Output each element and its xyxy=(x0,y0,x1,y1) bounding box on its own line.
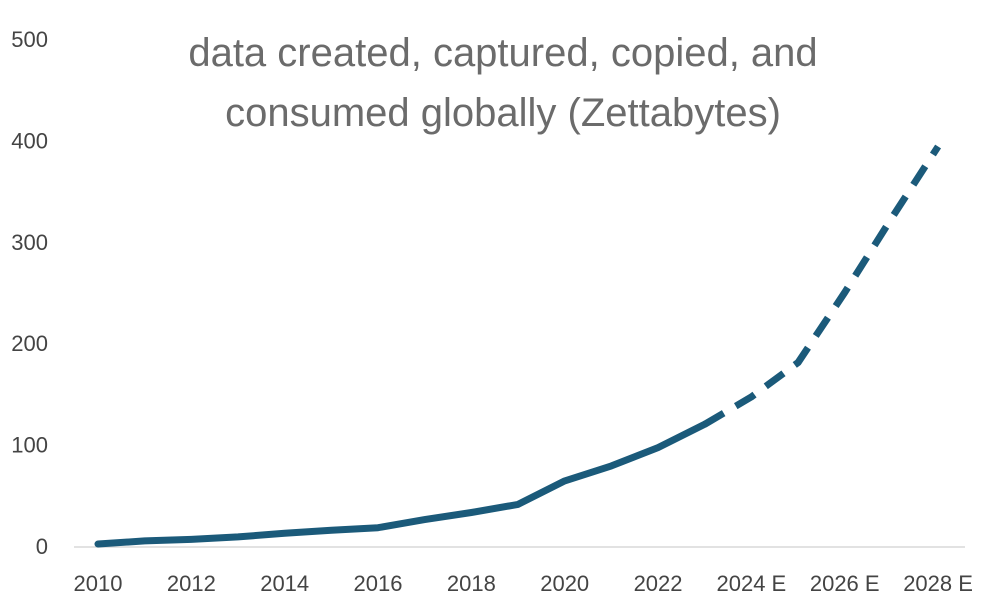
x-tick-label: 2024 E xyxy=(717,571,787,596)
data-point xyxy=(282,530,288,536)
chart-title-line-2: consumed globally (Zettabytes) xyxy=(225,91,781,135)
x-tick-label: 2010 xyxy=(74,571,123,596)
x-tick-label: 2022 xyxy=(634,571,683,596)
chart-title-line-1: data created, captured, copied, and xyxy=(188,31,817,75)
x-tick-label: 2028 E xyxy=(903,571,973,596)
data-point xyxy=(608,463,614,469)
y-tick-label: 300 xyxy=(11,230,48,255)
y-axis-tick-labels: 0 100 200 300 400 500 xyxy=(11,27,48,559)
x-tick-label: 2026 E xyxy=(810,571,880,596)
y-tick-label: 100 xyxy=(11,433,48,458)
data-point xyxy=(935,144,941,150)
series-line-actual xyxy=(94,420,709,548)
y-tick-label: 200 xyxy=(11,331,48,356)
data-point xyxy=(702,421,708,427)
x-axis-tick-labels: 2010 2012 2014 2016 2018 2020 2022 2024 E 2026 E… xyxy=(74,571,973,596)
x-tick-label: 2020 xyxy=(540,571,589,596)
data-point xyxy=(748,394,754,400)
data-point xyxy=(795,360,801,366)
data-point xyxy=(515,501,521,507)
series-group xyxy=(94,144,942,548)
data-point xyxy=(375,525,381,531)
data-point xyxy=(235,534,241,540)
data-point xyxy=(95,541,101,547)
data-point xyxy=(188,536,194,542)
y-tick-label: 500 xyxy=(11,27,48,52)
x-tick-label: 2018 xyxy=(447,571,496,596)
data-point xyxy=(655,445,661,451)
x-tick-label: 2016 xyxy=(354,571,403,596)
x-tick-label: 2012 xyxy=(167,571,216,596)
data-point xyxy=(328,527,334,533)
y-tick-label: 400 xyxy=(11,128,48,153)
data-point xyxy=(562,478,568,484)
data-point xyxy=(842,290,848,296)
y-tick-label: 0 xyxy=(36,534,48,559)
data-point xyxy=(888,216,894,222)
data-point xyxy=(142,538,148,544)
data-point xyxy=(468,510,474,516)
x-tick-label: 2014 xyxy=(260,571,309,596)
data-point xyxy=(422,517,428,523)
series-line-estimate xyxy=(702,144,942,428)
